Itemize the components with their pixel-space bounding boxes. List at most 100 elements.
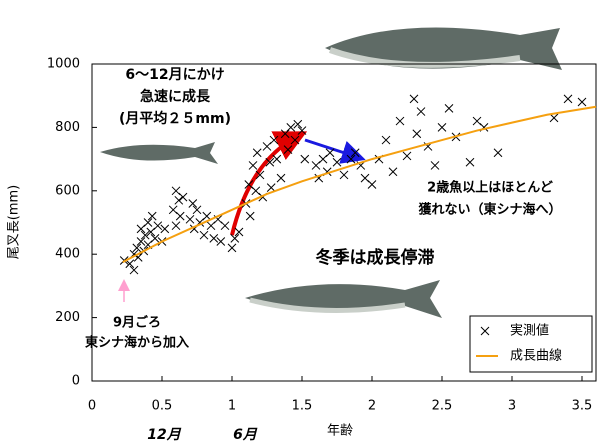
- point: [230, 233, 240, 243]
- point: [125, 259, 135, 269]
- y-tick-label: 800: [55, 120, 80, 135]
- legend-label: 成長曲線: [510, 348, 562, 364]
- growth-curve: [122, 105, 597, 264]
- point: [188, 199, 198, 208]
- point: [409, 94, 419, 104]
- point: [136, 237, 146, 246]
- point: [248, 161, 258, 170]
- point: [129, 265, 139, 275]
- point: [178, 192, 188, 202]
- fish-small: [100, 142, 218, 164]
- point: [216, 237, 226, 246]
- plot-frame: [91, 63, 597, 382]
- legend-label: 実測値: [510, 323, 549, 339]
- point: [199, 230, 209, 240]
- point: [350, 148, 360, 158]
- point: [153, 221, 163, 231]
- point: [175, 211, 185, 221]
- point: [444, 104, 454, 113]
- point: [252, 148, 262, 158]
- point: [381, 135, 391, 145]
- y-tick-label: 1000: [47, 57, 80, 72]
- point: [143, 218, 153, 227]
- y-tick-label: 0: [72, 374, 80, 389]
- point: [297, 126, 307, 135]
- point: [563, 94, 573, 104]
- x-axis-title: 年齢: [327, 424, 353, 439]
- point: [255, 170, 265, 180]
- annotation: 2歳魚以上はほとんど: [427, 180, 553, 196]
- y-tick-label: 600: [55, 183, 80, 198]
- point: [160, 224, 170, 234]
- point: [332, 157, 342, 167]
- x-tick-label: 2.5: [432, 399, 453, 414]
- annotation: 冬季は成長停滞: [316, 247, 435, 268]
- point: [465, 157, 475, 167]
- x-tick-label: 1: [228, 399, 236, 414]
- point: [412, 129, 422, 139]
- y-axis-title: 尾叉長(mm): [7, 185, 22, 259]
- point: [206, 221, 216, 231]
- point: [272, 154, 282, 164]
- point: [185, 214, 195, 224]
- annotation: 6月: [233, 427, 258, 441]
- x-tick-label: 2: [368, 399, 376, 414]
- point: [395, 116, 405, 126]
- point: [171, 186, 181, 196]
- point: [339, 170, 349, 180]
- point: [283, 145, 293, 154]
- point: [220, 221, 230, 231]
- fish-middle: [245, 280, 442, 318]
- point: [493, 148, 503, 158]
- point: [234, 227, 244, 237]
- point: [360, 173, 370, 183]
- annotation: 6～12月にかけ: [125, 67, 224, 83]
- point: [276, 173, 286, 183]
- point: [227, 243, 237, 253]
- annotation: 急速に成長: [140, 88, 211, 105]
- point: [251, 186, 261, 196]
- point: [262, 142, 272, 151]
- x-tick-label: 0: [88, 399, 96, 414]
- point: [245, 211, 255, 221]
- point: [346, 154, 356, 164]
- y-tick-label: 400: [55, 247, 80, 262]
- x-tick-label: 1.5: [292, 399, 313, 414]
- point: [136, 224, 146, 234]
- x-tick-label: 3.5: [572, 399, 593, 414]
- point: [192, 205, 202, 215]
- annotation: 12月: [147, 427, 181, 441]
- point: [266, 183, 276, 192]
- point: [202, 211, 212, 221]
- point: [388, 167, 398, 177]
- point: [244, 180, 254, 189]
- point: [325, 148, 335, 158]
- point: [132, 243, 142, 253]
- annotation: 獲れない（東シナ海へ）: [418, 202, 561, 218]
- point: [549, 113, 559, 123]
- point: [430, 161, 440, 170]
- point: [147, 211, 157, 221]
- point: [146, 227, 156, 237]
- point: [280, 129, 290, 139]
- point: [293, 119, 303, 129]
- point: [367, 180, 377, 189]
- x-tick-label: 3: [508, 399, 516, 414]
- y-tick-label: 200: [55, 310, 80, 325]
- legend: [469, 315, 593, 373]
- point: [311, 161, 321, 170]
- point: [290, 135, 300, 145]
- point: [171, 221, 181, 231]
- x-tick-label: 0.5: [152, 399, 173, 414]
- point: [140, 230, 150, 240]
- point: [318, 154, 328, 164]
- point: [168, 205, 178, 215]
- annotation: (月平均２５mm): [119, 110, 231, 127]
- legend-marker: [480, 326, 490, 336]
- annotation: 9月ごろ: [113, 315, 161, 331]
- point: [402, 151, 412, 161]
- annotation: 東シナ海から加入: [85, 335, 189, 351]
- point: [174, 195, 184, 205]
- point: [577, 97, 587, 107]
